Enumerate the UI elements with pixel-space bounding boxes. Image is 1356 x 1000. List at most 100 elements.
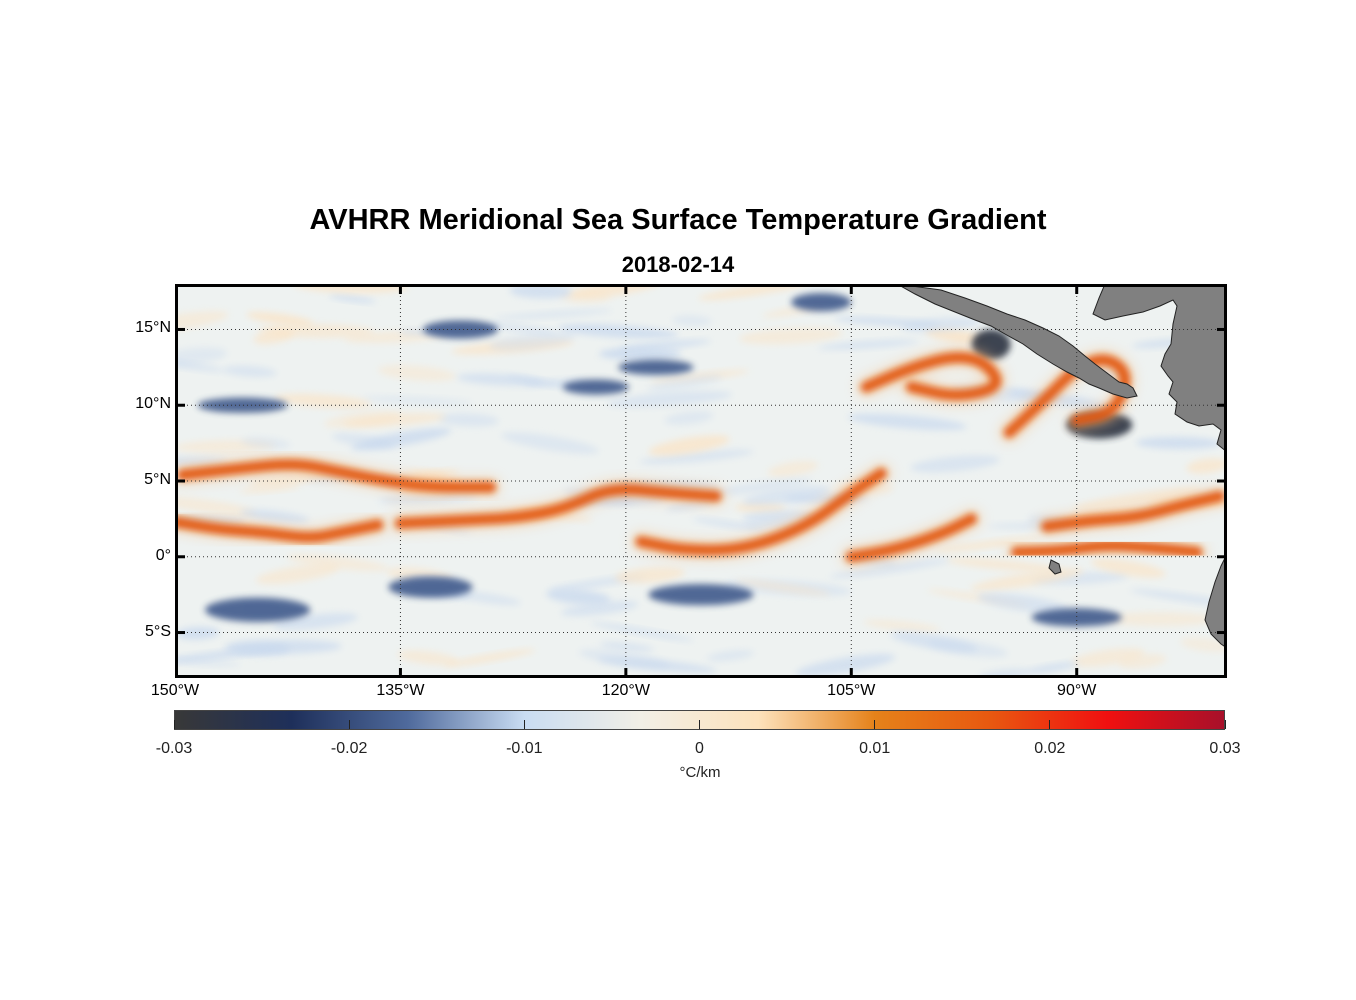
texture-streak xyxy=(489,331,576,351)
texture-streak xyxy=(639,449,755,465)
texture-streak xyxy=(1023,662,1079,674)
texture-streak xyxy=(558,324,679,339)
texture-streak xyxy=(1135,436,1222,450)
texture-streak xyxy=(286,553,389,572)
latitude-label: 10°N xyxy=(135,395,171,413)
texture-streak xyxy=(590,622,694,642)
texture-streak xyxy=(328,294,376,303)
texture-streak xyxy=(734,579,831,596)
graticule xyxy=(175,284,1227,678)
texture-streak xyxy=(501,432,600,455)
cold-west-10N xyxy=(197,397,288,413)
texture-streak xyxy=(739,327,843,345)
latitude-label: 5°N xyxy=(144,471,171,488)
cold-south-central xyxy=(648,584,754,606)
cold-south-west xyxy=(205,597,311,622)
texture-streak xyxy=(599,641,655,652)
texture-streak xyxy=(240,437,291,449)
longitude-label: 90°W xyxy=(1057,682,1097,699)
texture-streak xyxy=(397,650,459,666)
texture-streak xyxy=(451,590,522,606)
northern-front-west xyxy=(177,459,497,493)
texture-streak xyxy=(175,496,258,516)
texture-streak xyxy=(438,413,499,427)
texture-streak xyxy=(890,631,978,653)
equatorial-front-east xyxy=(635,467,887,556)
map-panel xyxy=(175,284,1227,678)
cold-north-mid xyxy=(791,293,852,312)
front-eastern-pacific xyxy=(1011,540,1203,558)
texture-streak xyxy=(817,339,919,350)
texture-streak xyxy=(617,339,712,351)
colorbar-tick xyxy=(874,720,876,729)
texture-streak xyxy=(1073,487,1202,511)
texture-streak xyxy=(706,649,755,662)
texture-streak xyxy=(795,653,896,677)
texture-streak xyxy=(910,455,1000,473)
longitude-label: 150°W xyxy=(150,682,200,699)
texture-streak xyxy=(847,413,967,431)
colorbar-tick-label: -0.01 xyxy=(506,740,543,757)
longitude-label: 120°W xyxy=(601,682,650,699)
texture-streak xyxy=(273,613,359,630)
texture-streak xyxy=(377,364,456,382)
texture-streak xyxy=(246,312,314,326)
texture-streak xyxy=(671,315,712,327)
colorbar-tick xyxy=(1224,720,1226,729)
texture-streak xyxy=(1118,654,1167,669)
colorbar-tick xyxy=(1049,720,1051,729)
cold-north-central-b xyxy=(562,379,629,395)
colorbar-tick xyxy=(523,720,525,729)
texture-streak xyxy=(249,473,327,486)
colorbar-tick xyxy=(348,720,350,729)
central-america-land xyxy=(896,284,1227,453)
colorbar-unit: °C/km xyxy=(679,764,721,781)
texture-streak xyxy=(486,323,556,334)
texture-streak xyxy=(829,558,951,579)
texture-streak xyxy=(258,323,375,339)
colorbar-tick-label: -0.02 xyxy=(330,740,368,757)
latitude-label: 5°S xyxy=(145,622,171,640)
colorbar-tick xyxy=(699,720,700,729)
sst-gradient-map xyxy=(175,284,1227,678)
texture-streak xyxy=(1091,558,1166,578)
texture-streak xyxy=(945,557,1064,573)
cold-south-mid xyxy=(388,576,473,598)
equatorial-front-mid xyxy=(394,483,722,529)
texture-streak xyxy=(223,639,342,655)
texture-streak xyxy=(664,410,714,425)
cold-north-central xyxy=(618,359,694,375)
texture-streak xyxy=(361,396,473,406)
texture-streak xyxy=(546,588,611,605)
texture-streak xyxy=(175,356,226,372)
latitude-label: 0° xyxy=(155,546,171,564)
colorbar-tick-label: 0.01 xyxy=(859,740,891,757)
texture-streak xyxy=(647,374,723,391)
texture-streak xyxy=(935,536,1041,552)
map-date: 2018-02-14 xyxy=(621,252,735,277)
tehuantepec-front xyxy=(860,352,1002,401)
texture-streak xyxy=(578,649,670,670)
cold-north-west xyxy=(422,320,499,339)
texture-streak xyxy=(456,373,544,386)
texture-streak xyxy=(509,284,573,299)
texture-streak xyxy=(240,509,310,524)
texture-streak xyxy=(1071,648,1145,667)
texture-streak xyxy=(493,309,613,320)
front-near-galapagos xyxy=(845,513,977,563)
texture-streak xyxy=(569,284,661,299)
texture-streak xyxy=(833,316,940,327)
texture-streak xyxy=(692,517,767,531)
texture-streak xyxy=(977,593,1067,613)
texture-streak xyxy=(443,649,536,667)
galapagos-islands xyxy=(1048,559,1062,575)
colorbar-tick-label: -0.03 xyxy=(155,740,193,757)
texture-streak xyxy=(648,435,730,456)
texture-streak xyxy=(704,478,812,496)
texture-streak xyxy=(742,485,831,506)
texture-streak xyxy=(223,365,277,378)
texture-streak xyxy=(255,564,340,585)
cold-eastern-south xyxy=(1031,608,1122,627)
texture-streak xyxy=(598,346,682,361)
texture-streak xyxy=(331,433,396,449)
